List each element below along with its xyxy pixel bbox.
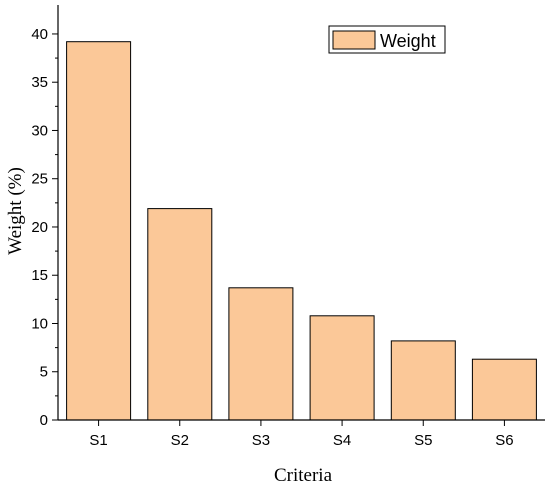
y-tick-label: 5 xyxy=(40,364,48,381)
legend-label-weight: Weight xyxy=(380,31,436,51)
y-tick-label: 25 xyxy=(31,171,48,188)
ticks-group: 0 5 10 15 20 25 30 35 40 S1 S2 S3 S4 S5 S6 xyxy=(31,26,513,449)
x-tick-label: S3 xyxy=(252,432,270,449)
bar-s4 xyxy=(309,315,375,421)
axes-group xyxy=(57,5,545,421)
y-tick-label: 20 xyxy=(31,219,48,236)
x-tick-label: S1 xyxy=(89,432,107,449)
bars-group xyxy=(66,41,537,421)
bar-s3 xyxy=(228,287,294,421)
bar-s5 xyxy=(390,340,456,421)
x-tick-label: S4 xyxy=(333,432,351,449)
x-axis-title: Criteria xyxy=(274,465,333,486)
bar-s1 xyxy=(66,41,132,421)
legend: Weight xyxy=(328,25,446,54)
x-tick-label: S2 xyxy=(171,432,189,449)
y-tick-label: 35 xyxy=(31,74,48,91)
y-tick-label: 40 xyxy=(31,26,48,43)
x-tick-label: S6 xyxy=(495,432,513,449)
bar-s2 xyxy=(147,208,213,421)
y-tick-label: 10 xyxy=(31,315,48,332)
y-tick-label: 30 xyxy=(31,122,48,139)
legend-swatch-weight xyxy=(332,30,376,50)
x-tick-label: S5 xyxy=(414,432,432,449)
y-tick-label: 0 xyxy=(40,412,48,429)
bar-s6 xyxy=(471,358,537,421)
y-axis-title: Weight (%) xyxy=(5,167,26,255)
y-tick-label: 15 xyxy=(31,267,48,284)
